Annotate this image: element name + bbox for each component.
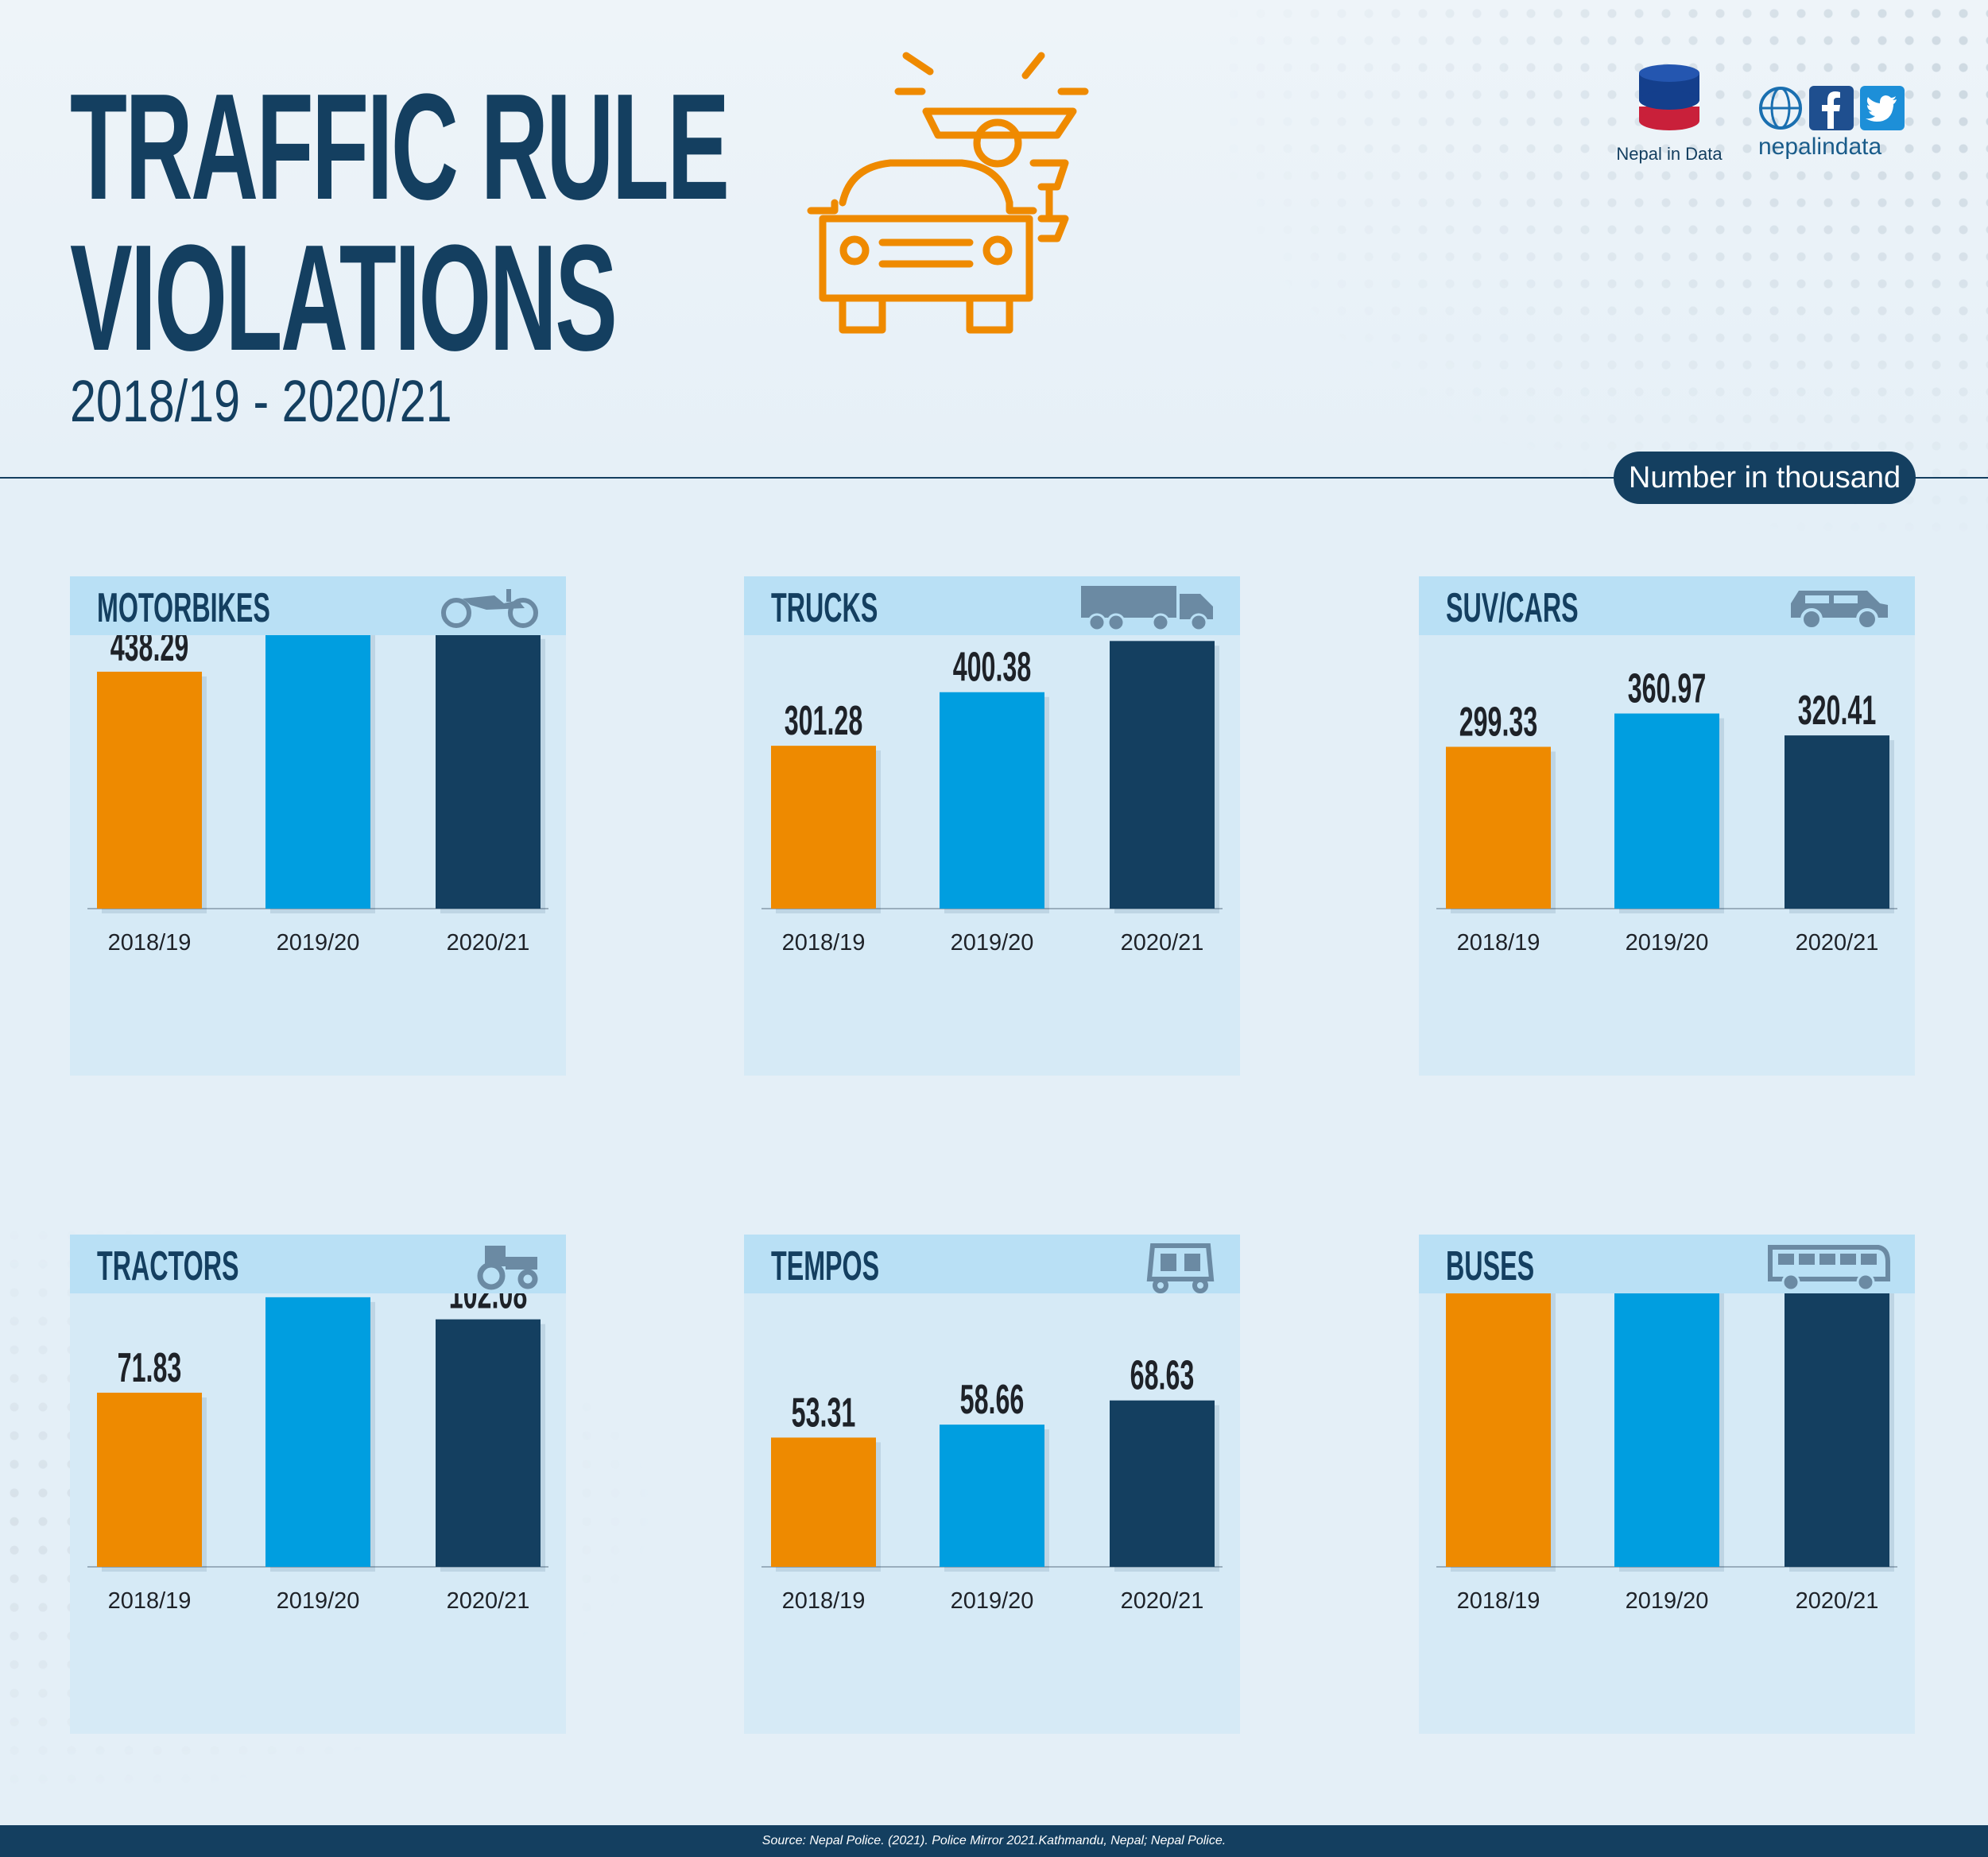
car-traffic-light-icon: [807, 52, 1089, 334]
page-subtitle: 2018/19 - 2020/21: [70, 368, 452, 434]
tractor-icon: [477, 1246, 538, 1290]
bar-2018-19: [97, 671, 202, 909]
bar-2018-19: [1446, 746, 1551, 909]
chart-panel-suv-cars: SUV/CARS 299.33 2018/19 360.97 2019/20 320.4…: [1419, 576, 1915, 1076]
truck-icon: [1081, 586, 1213, 632]
title-line-1: TRAFFIC RULE: [70, 63, 730, 231]
x-tick-label: 2018/19: [782, 1588, 866, 1614]
database-logo-icon: [1639, 64, 1699, 130]
bar-value-label: 438.29: [110, 635, 189, 670]
bar-2018-19: [97, 1392, 202, 1567]
x-tick-label: 2020/21: [1796, 1588, 1879, 1614]
motorbike-icon: [441, 589, 538, 628]
logo-label: Nepal in Data: [1616, 144, 1723, 164]
bar-2019-20: [265, 1297, 370, 1567]
globe-icon[interactable]: [1758, 86, 1803, 130]
panel-title: TRACTORS: [97, 1243, 239, 1289]
panel-title: TRUCKS: [771, 585, 878, 631]
bar-value-label: 71.83: [118, 1345, 182, 1391]
bar-2018-19: [771, 1437, 876, 1567]
bar-2019-20: [265, 635, 370, 909]
bar-2020-21: [436, 635, 541, 909]
bar-2020-21: [1110, 641, 1215, 909]
tempo-icon: [1146, 1243, 1215, 1293]
header-divider: [0, 477, 1988, 479]
bar-value-label: 111.19: [280, 1293, 355, 1296]
x-tick-label: 2018/19: [782, 930, 866, 956]
x-tick-label: 2018/19: [1457, 1588, 1540, 1614]
x-tick-label: 2020/21: [447, 1588, 530, 1614]
x-tick-label: 2019/20: [951, 1588, 1034, 1614]
bar-2018-19: [771, 746, 876, 909]
bar-value-label: 360.97: [1628, 666, 1707, 712]
bar-2019-20: [940, 692, 1044, 909]
social-handle: nepalindata: [1758, 134, 1882, 160]
bar-2020-21: [436, 1319, 541, 1567]
facebook-icon[interactable]: [1809, 86, 1854, 130]
x-tick-label: 2020/21: [447, 930, 530, 956]
bar-value-label: 400.38: [953, 645, 1032, 691]
bar-value-label: 102.08: [449, 1293, 528, 1318]
panel-title: TEMPOS: [771, 1243, 880, 1289]
panel-title: MOTORBIKES: [97, 585, 270, 631]
x-tick-label: 2018/19: [1457, 930, 1540, 956]
x-tick-label: 2020/21: [1121, 930, 1204, 956]
bar-2019-20: [940, 1425, 1044, 1567]
x-tick-label: 2019/20: [277, 1588, 360, 1614]
bar-2020-21: [1785, 1293, 1889, 1567]
bar-chart-tempos: 53.31 2018/19 58.66 2019/20 68.63 2020/21: [761, 1353, 1223, 1614]
x-tick-label: 2019/20: [1626, 1588, 1709, 1614]
chart-panel-motorbikes: MOTORBIKES 438.292018/19514.722019/20507…: [70, 576, 566, 1076]
bar-value-label: 299.33: [1459, 700, 1538, 746]
bar-chart-tractors: 71.83 2018/19 111.19 2019/20 102.08 2020/21: [87, 1293, 548, 1614]
x-tick-label: 2018/19: [108, 930, 192, 956]
bar-value-label: 53.31: [792, 1390, 856, 1436]
page-title: TRAFFIC RULE VIOLATIONS: [70, 72, 809, 374]
bar-value-label: 58.66: [960, 1377, 1025, 1423]
chart-panel-tractors: TRACTORS 71.83 2018/19 111.19 2019/20 102.08…: [70, 1235, 566, 1734]
bar-chart-suv-cars: 299.33 2018/19 360.97 2019/20 320.41 2020/21: [1436, 666, 1897, 956]
bar-chart-buses: 198.102018/19240.142019/20146.532020/21: [1436, 1293, 1897, 1614]
bar-chart-trucks: 301.28 2018/19 400.38 2019/20 495.12 2020/21: [761, 635, 1223, 956]
title-line-2: VIOLATIONS: [70, 214, 618, 382]
bar-value-label: 301.28: [785, 698, 863, 744]
bar-2019-20: [1614, 713, 1719, 909]
bar-value-label: 320.41: [1798, 688, 1877, 734]
bar-value-label: 68.63: [1130, 1353, 1195, 1399]
x-tick-label: 2020/21: [1121, 1588, 1204, 1614]
chart-panel-buses: BUSES 198.102018/19240.142019/20146.5320…: [1419, 1235, 1915, 1734]
bus-icon: [1768, 1245, 1890, 1292]
unit-badge: Number in thousand: [1614, 452, 1916, 504]
bar-2018-19: [1446, 1293, 1551, 1567]
panel-title: SUV/CARS: [1446, 585, 1579, 631]
chart-panel-trucks: TRUCKS 301.28 2018/19 400.38 2019/20 495.12 2…: [744, 576, 1240, 1076]
source-footer: Source: Nepal Police. (2021). Police Mir…: [0, 1825, 1988, 1857]
x-tick-label: 2020/21: [1796, 930, 1879, 956]
nepal-in-data-logo: Nepal in Data: [1614, 64, 1725, 165]
x-tick-label: 2019/20: [951, 930, 1034, 956]
suv-icon: [1791, 591, 1888, 630]
x-tick-label: 2018/19: [108, 1588, 192, 1614]
chart-panel-tempos: TEMPOS 53.31 2018/19 58.66 2019/20 68.63 2020…: [744, 1235, 1240, 1734]
x-tick-label: 2019/20: [277, 930, 360, 956]
bar-2020-21: [1110, 1400, 1215, 1567]
social-links: nepalindata: [1758, 86, 1905, 161]
bar-2019-20: [1614, 1293, 1719, 1567]
twitter-icon[interactable]: [1860, 86, 1905, 130]
x-tick-label: 2019/20: [1626, 930, 1709, 956]
bar-value-label: 495.12: [1123, 635, 1202, 639]
panel-title: BUSES: [1446, 1243, 1535, 1289]
bar-2020-21: [1785, 735, 1889, 909]
